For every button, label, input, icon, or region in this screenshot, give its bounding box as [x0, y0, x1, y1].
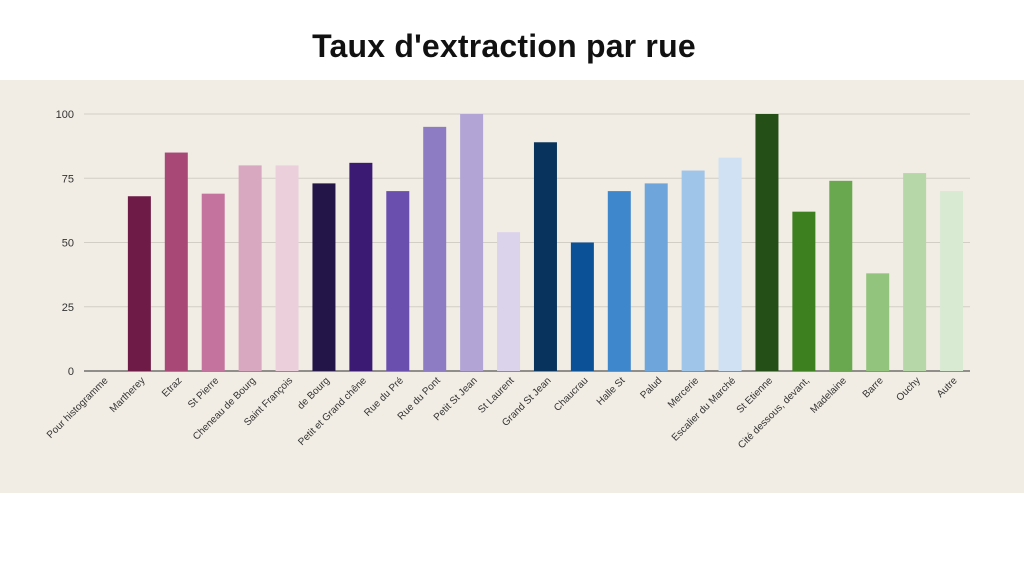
bar: [681, 170, 705, 371]
bars: [127, 114, 964, 371]
bar: [423, 126, 447, 371]
y-tick-label: 75: [62, 173, 74, 185]
x-tick-label: Pour histogramme: [45, 375, 111, 441]
bar: [386, 191, 410, 371]
x-tick-label: Autre: [935, 375, 960, 400]
bar: [570, 242, 594, 371]
bar: [829, 180, 853, 371]
x-tick-label: Cheneau de Bourg: [191, 375, 258, 442]
x-tick-label: Ouchy: [895, 375, 923, 403]
bar: [201, 193, 225, 371]
bar: [644, 183, 668, 371]
bar: [127, 196, 151, 371]
x-tick-label: Palud: [638, 375, 664, 401]
bar: [164, 152, 188, 371]
x-tick-label: Petit et Grand chêne: [296, 375, 369, 448]
bar: [903, 173, 927, 371]
y-tick-label: 100: [56, 109, 74, 121]
x-tick-label: St Pierre: [186, 375, 222, 411]
x-tick-label: Chaucrau: [552, 375, 590, 413]
bar: [940, 191, 964, 371]
x-tick-label: Barre: [861, 375, 886, 400]
y-axis-ticks: 0 25 50 75 100: [56, 109, 74, 378]
bar: [497, 232, 521, 371]
bar: [792, 211, 816, 371]
gridlines: [84, 113, 970, 372]
x-tick-label: Madelaine: [808, 375, 849, 416]
y-tick-label: 0: [68, 366, 74, 378]
bar: [533, 142, 557, 371]
bar: [866, 273, 890, 371]
x-tick-label: Halle St: [595, 375, 628, 408]
bar: [718, 157, 742, 371]
x-tick-label: Escalier du Marché: [670, 375, 739, 444]
bar: [755, 114, 779, 371]
bar: [238, 165, 262, 371]
bar: [275, 165, 299, 371]
x-tick-label: de Bourg: [296, 375, 332, 411]
x-tick-label: Mercerie: [666, 375, 702, 411]
x-tick-label: Cité dessous, devant,: [736, 375, 812, 451]
bar: [607, 191, 631, 371]
chart-panel: 0 25 50 75 100 Pour histogramme Martherey Etra…: [0, 80, 1024, 493]
x-tick-label: Martherey: [108, 375, 148, 415]
chart-title: Taux d'extraction par rue: [312, 28, 696, 64]
bar: [349, 162, 373, 371]
y-tick-label: 25: [62, 302, 74, 314]
y-tick-label: 50: [62, 238, 74, 250]
bar: [312, 183, 336, 371]
bar: [460, 114, 484, 371]
x-tick-label: Etraz: [160, 375, 184, 399]
